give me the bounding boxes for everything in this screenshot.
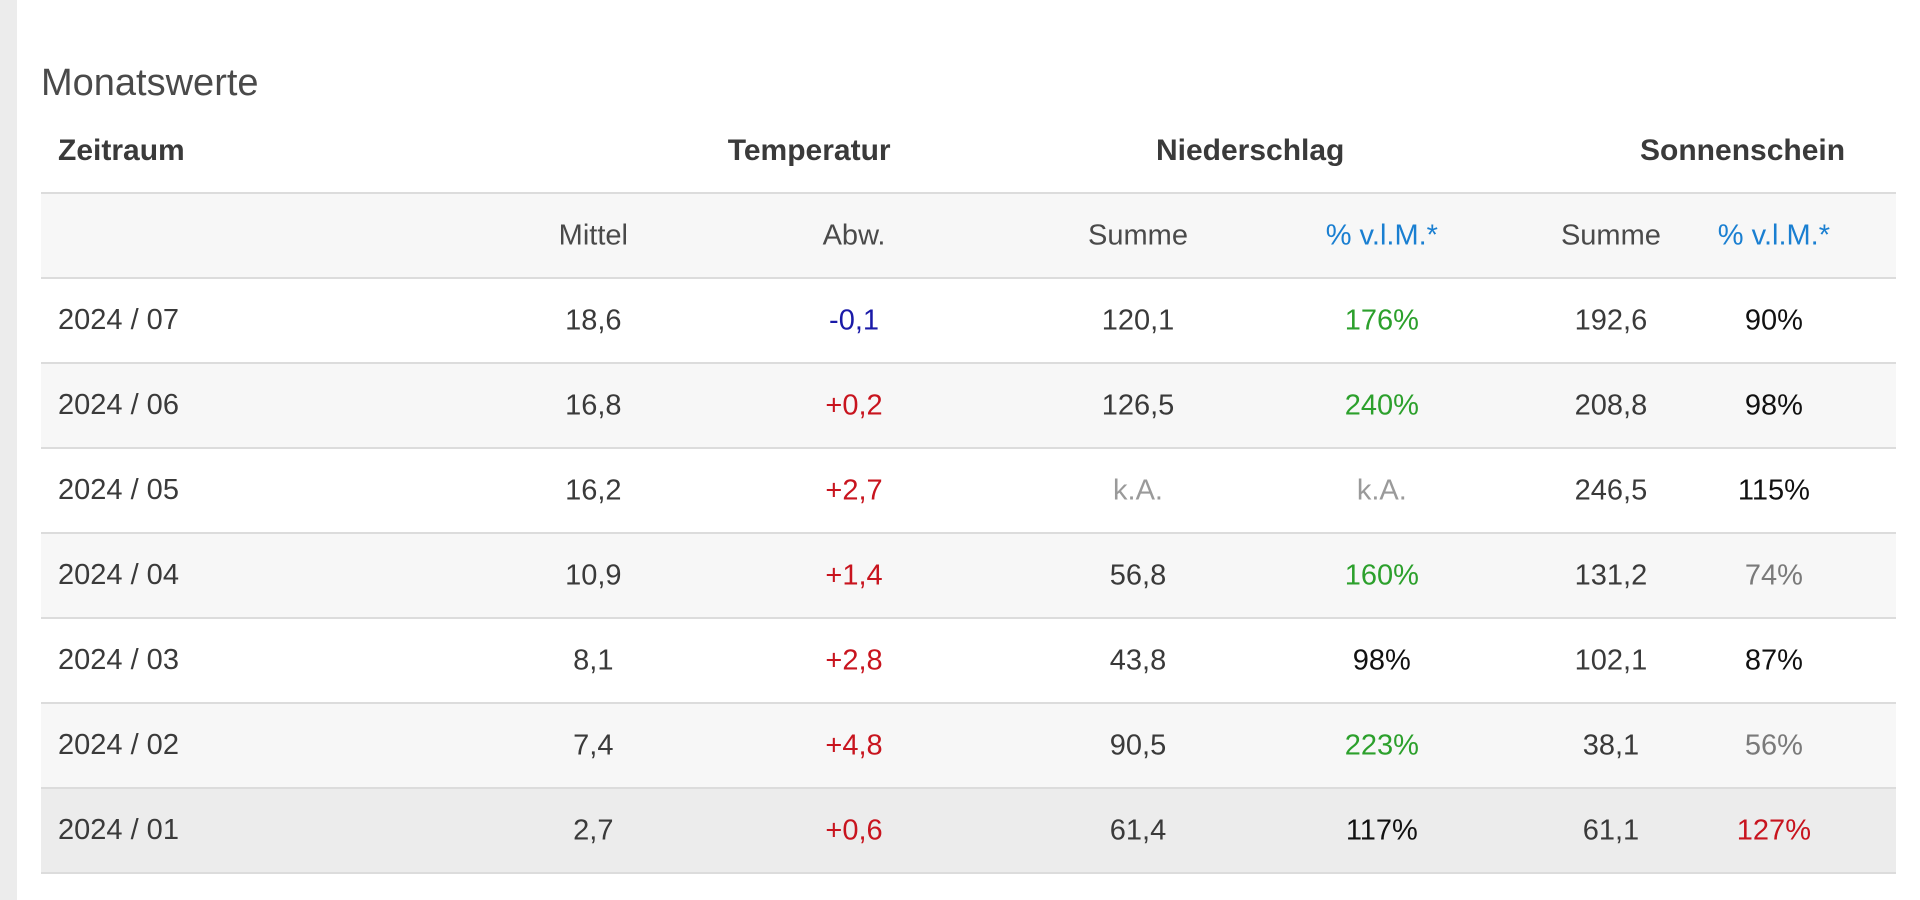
cell-mittel: 16,2 [541,448,759,534]
cell-ss-summe: 208,8 [1555,363,1674,449]
cell-ns-pct: 176% [1222,278,1555,364]
cell-mittel: 2,7 [541,788,759,874]
cell-ns-summe: 61,4 [1047,788,1222,874]
header-temperatur: Temperatur [541,110,1047,194]
monthly-values-table: Zeitraum Temperatur Niederschlag Sonnens… [41,110,1896,874]
cell-mittel: 10,9 [541,533,759,619]
cell-abw: +2,8 [759,618,1047,704]
cell-period: 2024 / 04 [41,533,541,619]
cell-ns-summe: 90,5 [1047,703,1222,789]
cell-ss-pct: 90% [1674,278,1896,364]
header-sonnenschein: Sonnenschein [1555,110,1896,194]
table-row: 2024 / 01 2,7 +0,6 61,4 117% 61,1 127% [41,788,1896,874]
cell-ns-pct: 160% [1222,533,1555,619]
cell-ns-pct: 223% [1222,703,1555,789]
sub-header-ss-pct-link[interactable]: % v.l.M.* [1674,193,1896,279]
header-niederschlag: Niederschlag [1047,110,1555,194]
cell-ss-summe: 246,5 [1555,448,1674,534]
cell-ss-pct: 87% [1674,618,1896,704]
sub-header-empty [41,193,541,279]
cell-abw: +2,7 [759,448,1047,534]
cell-ns-pct: 240% [1222,363,1555,449]
cell-ns-summe: 126,5 [1047,363,1222,449]
cell-ns-summe: 56,8 [1047,533,1222,619]
cell-ss-summe: 192,6 [1555,278,1674,364]
sub-header-mittel: Mittel [541,193,759,279]
cell-ss-pct: 56% [1674,703,1896,789]
cell-period: 2024 / 01 [41,788,541,874]
table-row: 2024 / 06 16,8 +0,2 126,5 240% 208,8 98% [41,363,1896,449]
sub-header-ss-summe: Summe [1555,193,1674,279]
cell-ns-pct: 98% [1222,618,1555,704]
sub-header-abw: Abw. [759,193,1047,279]
sub-header-ns-summe: Summe [1047,193,1222,279]
cell-abw: +0,2 [759,363,1047,449]
cell-ss-summe: 131,2 [1555,533,1674,619]
table-row: 2024 / 04 10,9 +1,4 56,8 160% 131,2 74% [41,533,1896,619]
table-row: 2024 / 07 18,6 -0,1 120,1 176% 192,6 90% [41,278,1896,364]
cell-period: 2024 / 07 [41,278,541,364]
cell-period: 2024 / 05 [41,448,541,534]
cell-abw: +0,6 [759,788,1047,874]
cell-ss-summe: 38,1 [1555,703,1674,789]
panel-title: Monatswerte [41,61,259,104]
cell-period: 2024 / 02 [41,703,541,789]
cell-abw: +1,4 [759,533,1047,619]
cell-ss-summe: 61,1 [1555,788,1674,874]
cell-ns-summe: k.A. [1047,448,1222,534]
cell-mittel: 16,8 [541,363,759,449]
cell-ss-pct: 115% [1674,448,1896,534]
cell-ns-summe: 120,1 [1047,278,1222,364]
table-row: 2024 / 03 8,1 +2,8 43,8 98% 102,1 87% [41,618,1896,704]
table-row: 2024 / 05 16,2 +2,7 k.A. k.A. 246,5 115% [41,448,1896,534]
cell-ns-pct: 117% [1222,788,1555,874]
cell-mittel: 8,1 [541,618,759,704]
table-row: 2024 / 02 7,4 +4,8 90,5 223% 38,1 56% [41,703,1896,789]
cell-ss-pct: 127% [1674,788,1896,874]
cell-period: 2024 / 03 [41,618,541,704]
cell-mittel: 7,4 [541,703,759,789]
cell-ns-summe: 43,8 [1047,618,1222,704]
sub-header-row: Mittel Abw. Summe % v.l.M.* Summe % v.l.… [41,193,1896,279]
sub-header-ns-pct-link[interactable]: % v.l.M.* [1222,193,1555,279]
cell-mittel: 18,6 [541,278,759,364]
cell-ss-pct: 98% [1674,363,1896,449]
group-header-row: Zeitraum Temperatur Niederschlag Sonnens… [41,110,1896,194]
cell-period: 2024 / 06 [41,363,541,449]
cell-abw: +4,8 [759,703,1047,789]
cell-ss-pct: 74% [1674,533,1896,619]
cell-abw: -0,1 [759,278,1047,364]
cell-ns-pct: k.A. [1222,448,1555,534]
left-rail [0,0,17,900]
cell-ss-summe: 102,1 [1555,618,1674,704]
header-zeitraum: Zeitraum [41,110,541,194]
